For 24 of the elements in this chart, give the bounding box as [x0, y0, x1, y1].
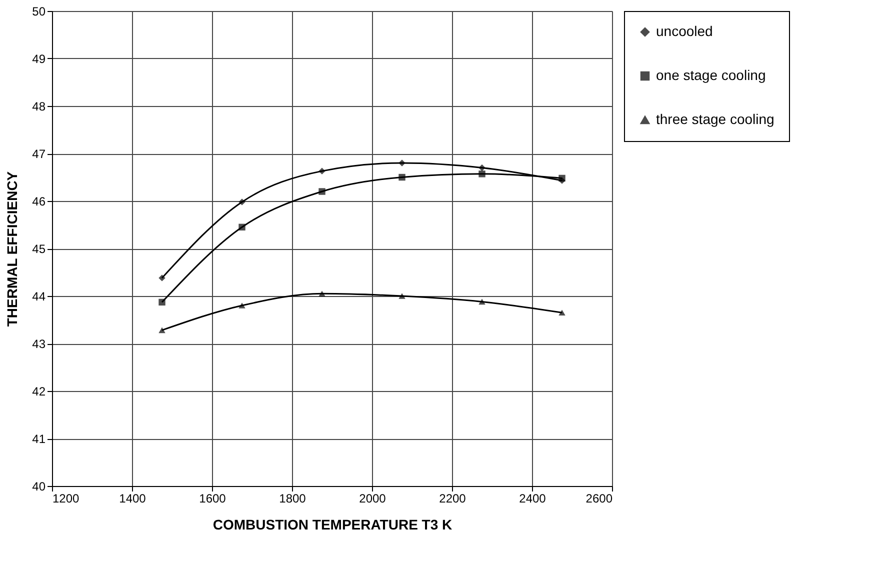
x-tick-label: 1800: [279, 492, 306, 506]
y-tick-label: 50: [32, 4, 46, 18]
y-tick-label: 45: [32, 242, 46, 256]
y-tick-label: 44: [32, 290, 46, 304]
x-tick-label: 2400: [519, 492, 546, 506]
y-tick-label: 46: [32, 194, 46, 208]
legend-label: one stage cooling: [656, 67, 766, 83]
x-tick-label: 1600: [199, 492, 226, 506]
x-tick-label: 2200: [439, 492, 466, 506]
y-tick-label: 40: [32, 480, 46, 494]
x-tick-label: 2000: [359, 492, 386, 506]
x-tick-label: 1200: [52, 492, 80, 506]
y-axis-title: THERMAL EFFICIENCY: [4, 170, 20, 327]
legend-label: three stage cooling: [656, 111, 774, 127]
x-tick-label: 1400: [119, 492, 146, 506]
y-tick-label: 41: [32, 432, 46, 446]
y-tick-label: 42: [32, 384, 46, 398]
y-tick-label: 43: [32, 337, 46, 351]
x-tick-label: 2600: [586, 492, 613, 506]
x-axis-title: COMBUSTION TEMPERATURE T3 K: [212, 516, 452, 532]
y-tick-label: 47: [32, 147, 46, 161]
y-tick-label: 49: [32, 52, 46, 66]
y-tick-label: 48: [32, 100, 46, 114]
legend-label: uncooled: [656, 23, 713, 39]
